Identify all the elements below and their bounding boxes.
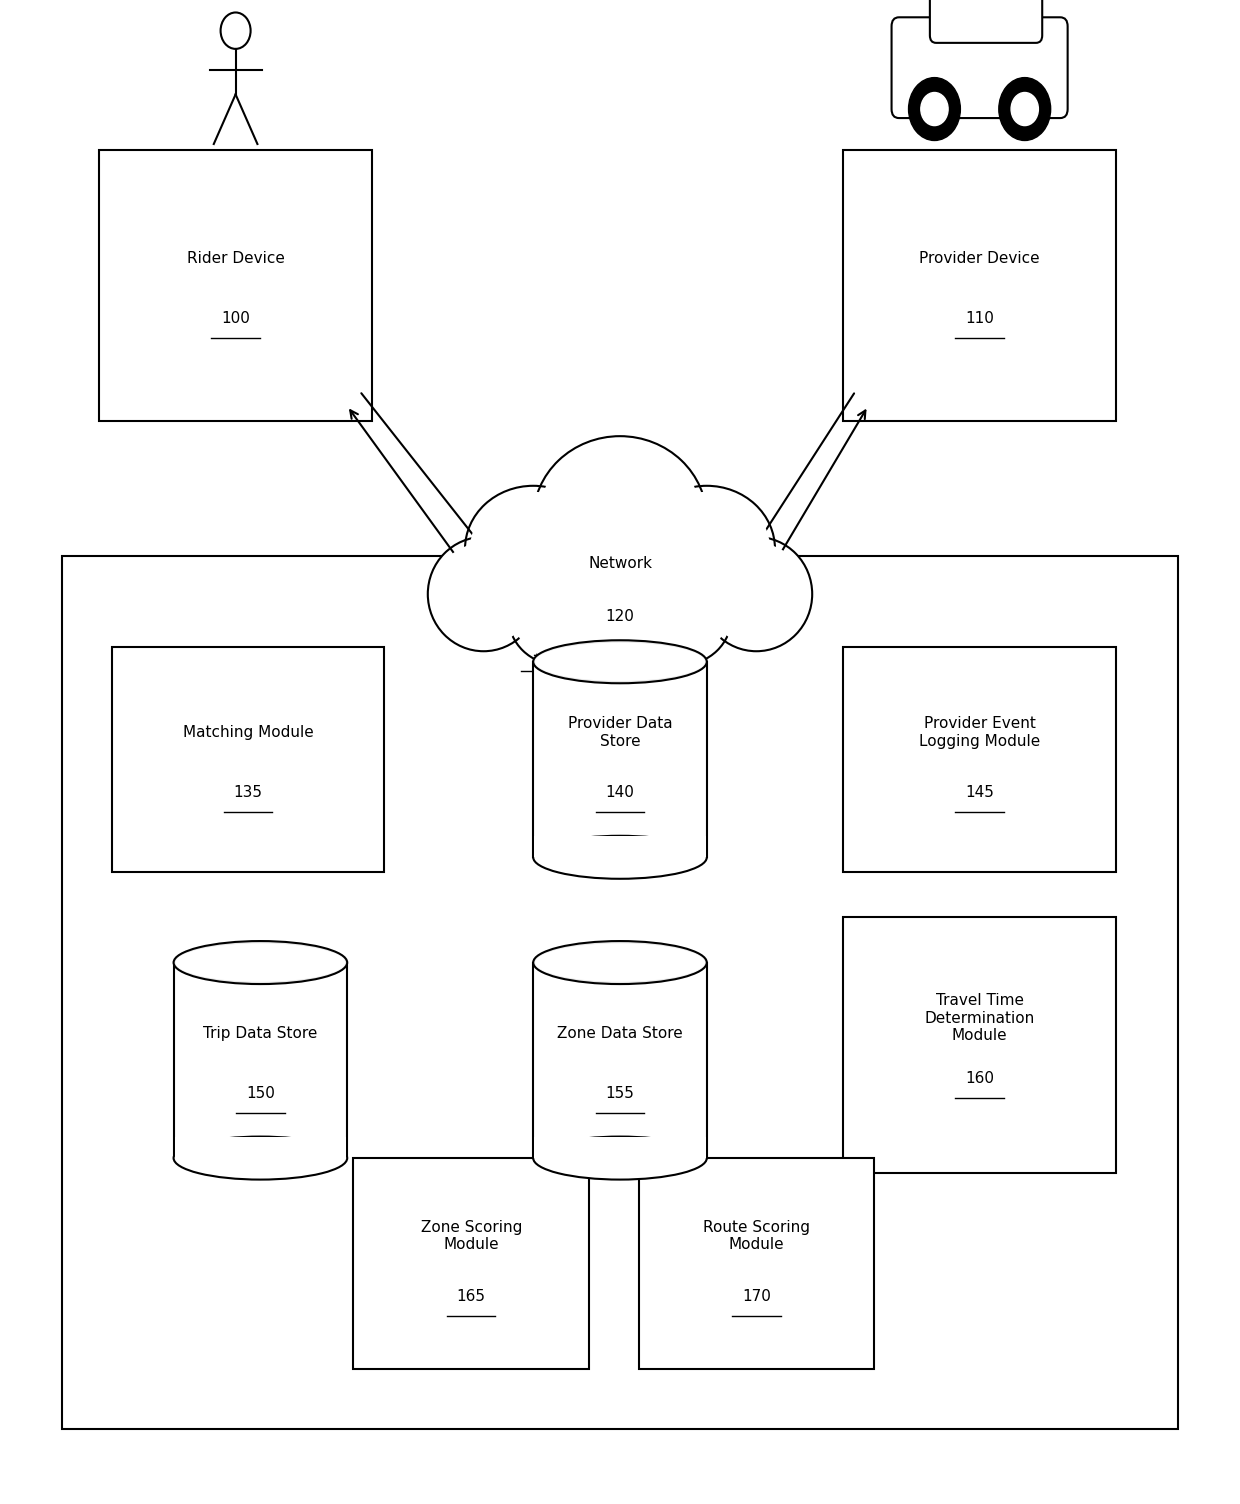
Circle shape <box>999 78 1050 140</box>
Text: 145: 145 <box>965 785 994 800</box>
Text: Trip Data Store: Trip Data Store <box>203 1026 317 1041</box>
Ellipse shape <box>508 569 608 665</box>
Ellipse shape <box>533 942 707 984</box>
Ellipse shape <box>534 943 704 982</box>
Bar <box>533 662 707 857</box>
Ellipse shape <box>632 569 732 665</box>
Text: 100: 100 <box>221 311 250 326</box>
Circle shape <box>921 92 949 126</box>
Ellipse shape <box>534 642 704 681</box>
Ellipse shape <box>176 943 345 982</box>
FancyBboxPatch shape <box>639 1158 874 1369</box>
Text: Provider Event
Logging Module: Provider Event Logging Module <box>919 716 1040 749</box>
Text: 155: 155 <box>605 1086 635 1101</box>
Ellipse shape <box>557 555 683 663</box>
Text: Route Scoring
Module: Route Scoring Module <box>703 1220 810 1253</box>
FancyBboxPatch shape <box>930 0 1042 44</box>
Text: Zone Data Store: Zone Data Store <box>557 1026 683 1041</box>
FancyBboxPatch shape <box>843 917 1116 1173</box>
FancyBboxPatch shape <box>112 647 384 872</box>
Text: 165: 165 <box>456 1289 486 1304</box>
FancyBboxPatch shape <box>62 556 1178 1429</box>
Text: 130: 130 <box>531 644 560 659</box>
FancyBboxPatch shape <box>843 647 1116 872</box>
Ellipse shape <box>428 537 539 651</box>
FancyBboxPatch shape <box>892 18 1068 119</box>
Text: Provider Device: Provider Device <box>919 251 1040 266</box>
Ellipse shape <box>644 492 770 606</box>
Ellipse shape <box>706 543 807 645</box>
Circle shape <box>1011 92 1038 126</box>
Text: Travel Time
Determination
Module: Travel Time Determination Module <box>925 993 1034 1044</box>
Ellipse shape <box>701 537 812 651</box>
FancyBboxPatch shape <box>353 1158 589 1369</box>
Ellipse shape <box>637 575 727 659</box>
Text: Provider Data
Store: Provider Data Store <box>568 716 672 749</box>
Text: Zone Scoring
Module: Zone Scoring Module <box>420 1220 522 1253</box>
Ellipse shape <box>465 486 601 612</box>
Bar <box>534 836 706 857</box>
Text: Rider Device: Rider Device <box>187 251 284 266</box>
Text: 170: 170 <box>742 1289 771 1304</box>
Text: 150: 150 <box>246 1086 275 1101</box>
Text: 135: 135 <box>233 785 263 800</box>
Text: 120: 120 <box>605 609 635 624</box>
Bar <box>175 1137 346 1158</box>
Ellipse shape <box>470 492 596 606</box>
Circle shape <box>909 78 961 140</box>
Ellipse shape <box>533 1137 707 1179</box>
Ellipse shape <box>639 486 775 612</box>
Ellipse shape <box>552 549 688 669</box>
Bar <box>534 1137 706 1158</box>
Text: 160: 160 <box>965 1071 994 1086</box>
Bar <box>174 963 347 1158</box>
Text: 140: 140 <box>605 785 635 800</box>
Ellipse shape <box>433 543 534 645</box>
Bar <box>533 963 707 1158</box>
Ellipse shape <box>174 1137 347 1179</box>
Ellipse shape <box>174 942 347 984</box>
Ellipse shape <box>533 836 707 878</box>
Ellipse shape <box>533 641 707 683</box>
Ellipse shape <box>533 436 707 602</box>
Text: 110: 110 <box>965 311 994 326</box>
FancyBboxPatch shape <box>843 150 1116 421</box>
Text: Travel Coordination System: Travel Coordination System <box>440 602 651 617</box>
FancyBboxPatch shape <box>99 150 372 421</box>
Text: Matching Module: Matching Module <box>182 725 314 740</box>
Text: Network: Network <box>588 556 652 572</box>
Ellipse shape <box>513 575 603 659</box>
Ellipse shape <box>538 442 702 596</box>
